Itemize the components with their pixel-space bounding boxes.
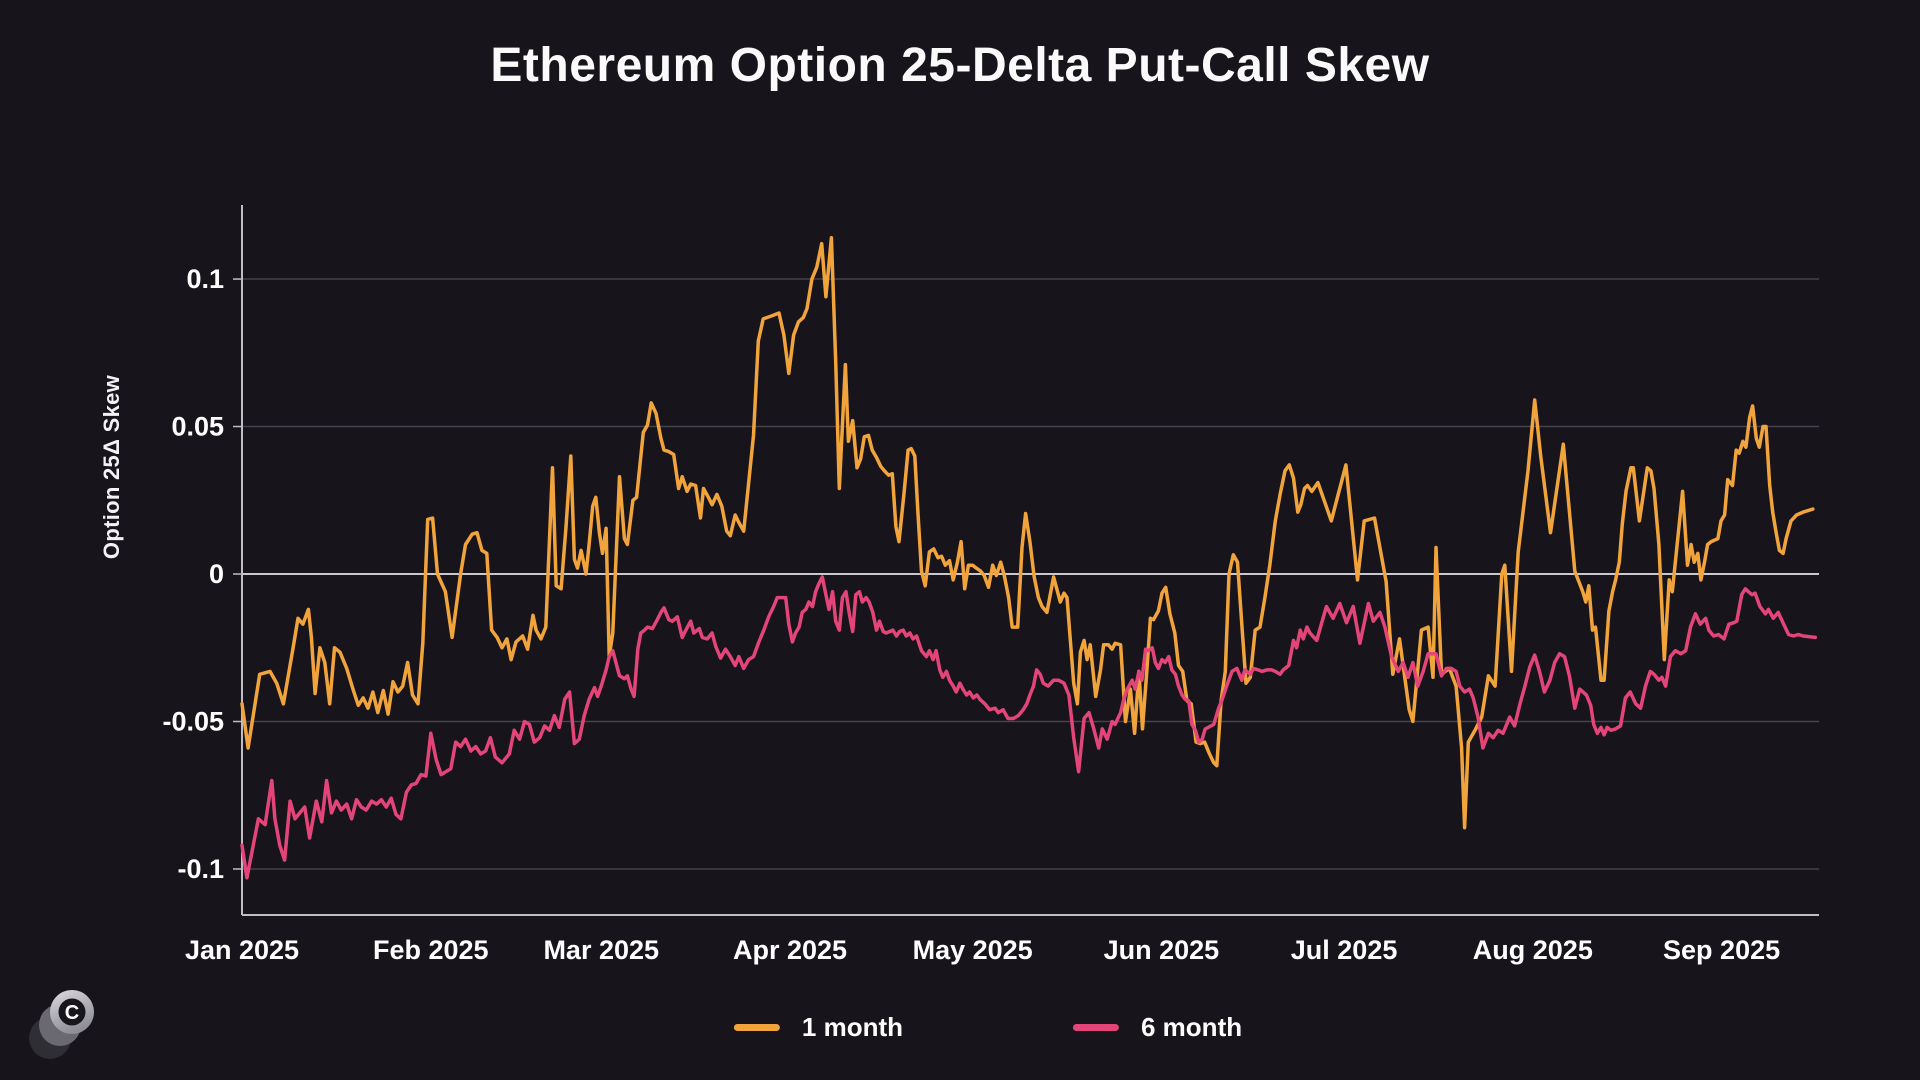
y-tick-label: 0.05: [171, 412, 224, 442]
legend-label: 1 month: [801, 1012, 903, 1042]
legend-label: 6 month: [1141, 1012, 1243, 1042]
x-tick-label: May 2025: [913, 935, 1033, 965]
x-tick-label: Jan 2025: [185, 935, 299, 965]
y-tick-label: -0.05: [162, 706, 224, 736]
legend-swatch-icon: [733, 1024, 780, 1031]
logo-letter: C: [65, 1002, 79, 1024]
legend-swatch-icon: [1073, 1024, 1119, 1031]
brand-logo: C: [29, 990, 94, 1059]
y-tick-label: 0: [209, 559, 224, 589]
y-tick-label: -0.1: [177, 854, 224, 884]
x-tick-label: Jun 2025: [1104, 935, 1220, 965]
x-tick-label: Aug 2025: [1473, 935, 1593, 965]
legend-item-1-month[interactable]: 1 month: [733, 1012, 903, 1043]
x-tick-label: Feb 2025: [373, 935, 489, 965]
chart-title: Ethereum Option 25-Delta Put-Call Skew: [490, 39, 1430, 92]
x-tick-label: Mar 2025: [543, 935, 659, 965]
x-tick-label: Sep 2025: [1663, 935, 1780, 965]
y-axis-title: Option 25Δ Skew: [99, 374, 124, 560]
legend-item-6-month[interactable]: 6 month: [1073, 1012, 1242, 1043]
y-tick-label: 0.1: [186, 264, 224, 294]
series-line-1-month: [240, 235, 1815, 830]
chart-legend: 1 month 6 month: [733, 1012, 1242, 1043]
x-tick-label: Apr 2025: [733, 935, 847, 965]
series-line-6-month: [240, 575, 1818, 880]
x-tick-label: Jul 2025: [1291, 935, 1398, 965]
logo-coin-center: [58, 998, 86, 1026]
